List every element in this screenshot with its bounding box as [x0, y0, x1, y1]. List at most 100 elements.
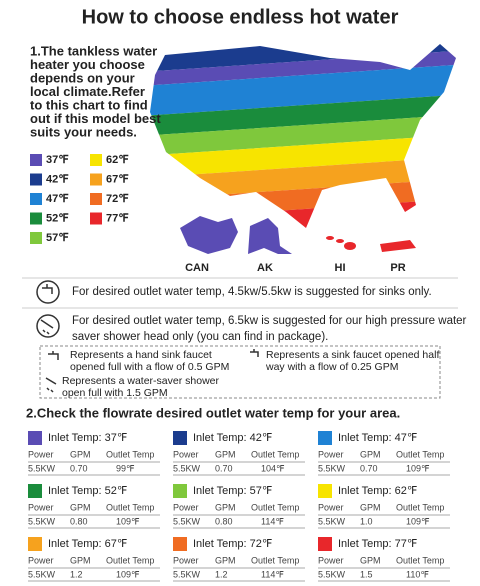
card-value: 5.5KW: [28, 569, 56, 579]
card-column: Outlet Temp: [106, 502, 154, 512]
climate-band: [150, 94, 456, 136]
note-shower-head: open full with 1.5 GPM: [62, 387, 168, 399]
puerto-rico-shape: [380, 240, 416, 252]
card-value: 104℉: [261, 463, 285, 473]
card-column: Outlet Temp: [396, 555, 444, 565]
note-hand-sink: opened full with a flow of 0.5 GPM: [70, 361, 229, 373]
card-label: Inlet Temp: 62℉: [338, 485, 417, 497]
legend-swatch: [30, 212, 42, 225]
card-label: Inlet Temp: 47℉: [338, 432, 417, 444]
card-value: 5.5KW: [28, 516, 56, 526]
card-value: 5.5KW: [173, 516, 201, 526]
legend-swatch: [90, 193, 102, 205]
legend-swatch: [30, 193, 42, 205]
note-half-sink: way with a flow of 0.25 GPM: [265, 361, 398, 373]
card-swatch: [28, 484, 42, 498]
legend-label: 72℉: [106, 193, 129, 205]
card-swatch: [318, 431, 332, 445]
card-swatch: [28, 537, 42, 551]
card-column: GPM: [70, 449, 91, 459]
card-value: 99℉: [116, 463, 135, 473]
region-label: AK: [257, 262, 273, 274]
card-column: Power: [28, 502, 54, 512]
card-column: Power: [28, 555, 54, 565]
card-value: 1.2: [70, 569, 83, 579]
legend-label: 57℉: [46, 232, 69, 244]
legend-swatch: [90, 154, 102, 166]
card-column: Power: [173, 555, 199, 565]
card-value: 1.0: [360, 516, 373, 526]
card-column: Outlet Temp: [396, 502, 444, 512]
card-label: Inlet Temp: 42℉: [193, 432, 272, 444]
card-column: Power: [28, 449, 54, 459]
card-swatch: [318, 484, 332, 498]
card-value: 0.70: [215, 463, 233, 473]
card-swatch: [318, 537, 332, 551]
section2-title: 2.Check the flowrate desired outlet wate…: [26, 405, 400, 420]
card-value: 0.70: [360, 463, 378, 473]
card-label: Inlet Temp: 72℉: [193, 538, 272, 550]
legend-swatch: [30, 232, 42, 244]
legend-swatch: [30, 154, 42, 166]
card-value: 0.70: [70, 463, 88, 473]
card-column: Outlet Temp: [251, 555, 299, 565]
card-value: 114℉: [261, 516, 284, 526]
intro-line: 1.The tankless water: [30, 43, 157, 58]
legend-swatch: [90, 212, 102, 225]
card-value: 1.5: [360, 569, 373, 579]
card-label: Inlet Temp: 37℉: [48, 432, 127, 444]
icons: [36, 280, 259, 393]
intro-line: depends on your: [30, 70, 135, 85]
card-column: Power: [318, 555, 344, 565]
card-column: Power: [318, 449, 344, 459]
legend-label: 62℉: [106, 154, 129, 166]
card-column: GPM: [360, 555, 381, 565]
card-value: 109℉: [116, 569, 140, 579]
card-label: Inlet Temp: 52℉: [48, 485, 127, 497]
legend-label: 52℉: [46, 212, 69, 224]
card-label: Inlet Temp: 57℉: [193, 485, 272, 497]
climate-band: [150, 134, 456, 178]
card-value: 0.80: [215, 516, 233, 526]
legend-swatch: [30, 173, 42, 186]
note-shower-head: Represents a water-saver shower: [62, 375, 219, 387]
card-value: 5.5KW: [28, 463, 56, 473]
card-value: 109℉: [406, 516, 430, 526]
title: How to choose endless hot water: [82, 6, 399, 28]
card-column: Outlet Temp: [251, 502, 299, 512]
note-shower: saver shower head only (you can find in …: [72, 331, 328, 343]
card-column: Outlet Temp: [251, 449, 299, 459]
region-label: HI: [335, 262, 346, 274]
legend-label: 42℉: [46, 173, 69, 185]
note-shower: For desired outlet water temp, 6.5kw is …: [72, 315, 467, 327]
note-half-sink: Represents a sink faucet opened half: [266, 349, 439, 361]
climate-band: [150, 156, 456, 200]
card-column: Outlet Temp: [106, 555, 154, 565]
intro-line: to this chart to find: [30, 97, 148, 112]
card-swatch: [173, 484, 187, 498]
card-label: Inlet Temp: 67℉: [48, 538, 127, 550]
card-column: GPM: [215, 555, 236, 565]
card-swatch: [173, 431, 187, 445]
card-value: 5.5KW: [318, 463, 346, 473]
card-column: GPM: [360, 449, 381, 459]
card-column: GPM: [215, 502, 236, 512]
card-value: 110℉: [406, 569, 429, 579]
climate-band: [150, 64, 456, 116]
intro-line: local climate.Refer: [30, 84, 145, 99]
legend-label: 47℉: [46, 193, 69, 205]
hawaii-shape: [326, 236, 356, 250]
card-column: GPM: [70, 502, 91, 512]
card-column: Outlet Temp: [106, 449, 154, 459]
card-value: 114℉: [261, 569, 284, 579]
card-swatch: [173, 537, 187, 551]
card-column: Outlet Temp: [396, 449, 444, 459]
card-column: GPM: [70, 555, 91, 565]
intro-line: heater you choose: [30, 57, 145, 72]
region-label: CAN: [185, 262, 209, 274]
note-hand-sink: Represents a hand sink faucet: [70, 349, 212, 361]
card-column: Power: [318, 502, 344, 512]
card-label: Inlet Temp: 77℉: [338, 538, 417, 550]
legend-label: 37℉: [46, 154, 69, 166]
